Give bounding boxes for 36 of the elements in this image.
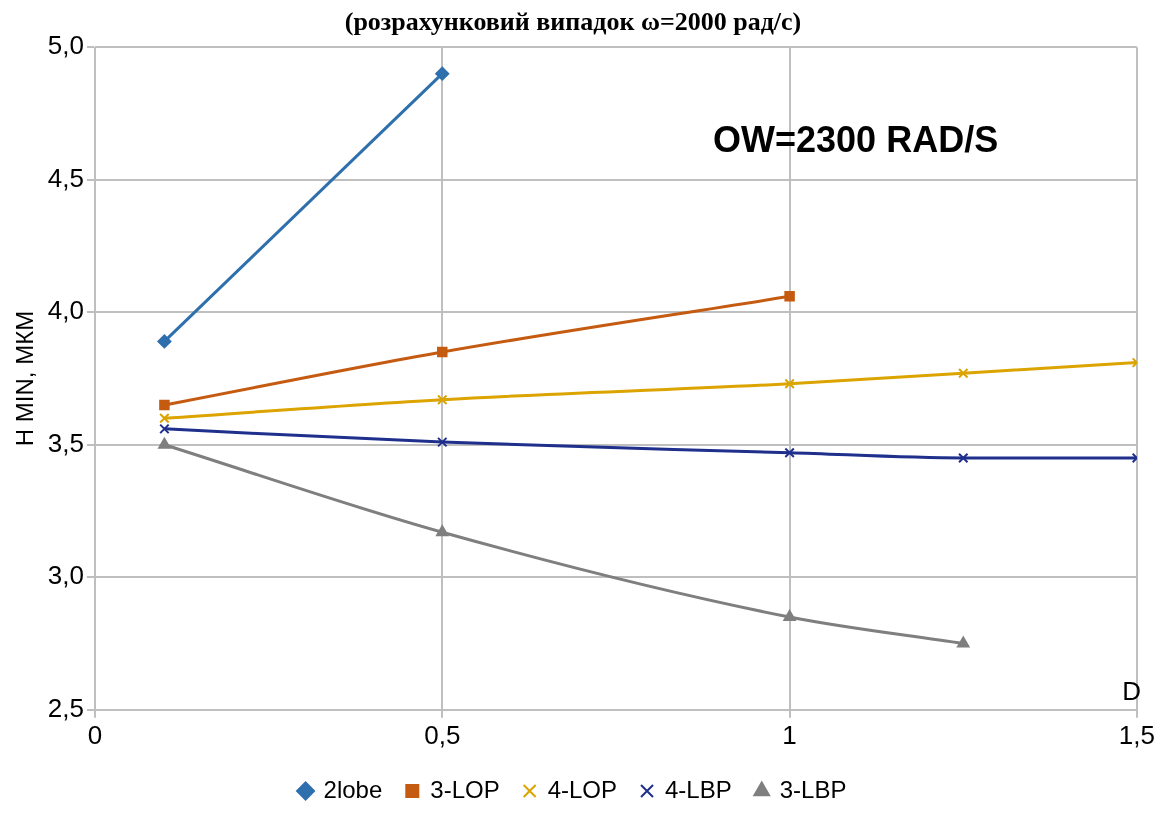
- point: [958, 452, 969, 464]
- y-tick-label: 4,0: [47, 295, 84, 326]
- point: [436, 525, 449, 537]
- point: [435, 66, 450, 81]
- legend-label: 4-LBP: [665, 775, 732, 803]
- point: [437, 346, 448, 358]
- point: [784, 378, 795, 390]
- x-axis-title: D: [1122, 675, 1141, 706]
- point: [437, 436, 448, 448]
- point: [783, 610, 796, 622]
- x-tick-label: 0: [87, 719, 103, 750]
- y-tick-label: 3,5: [47, 427, 84, 458]
- point: [957, 636, 970, 648]
- point: [159, 423, 170, 435]
- x-tick-label: 1,5: [1118, 719, 1156, 750]
- point: [958, 367, 969, 379]
- point: [159, 399, 170, 411]
- point: [437, 394, 448, 405]
- y-tick-label: 5,0: [47, 30, 84, 61]
- annotation: OW=2300 RAD/S: [713, 119, 999, 161]
- legend-label: 2lobe: [323, 775, 383, 803]
- point: [158, 437, 171, 449]
- y-tick-label: 4,5: [47, 162, 84, 193]
- point: [784, 291, 795, 302]
- point: [784, 447, 795, 458]
- y-tick-label: 2,5: [47, 692, 84, 723]
- legend-label: 4-LOP: [547, 775, 618, 803]
- point: [159, 413, 170, 424]
- chart-title: (розрахунковий випадок ω=2000 рад/с): [344, 7, 802, 37]
- point: [157, 334, 172, 349]
- x-tick-label: 0,5: [424, 719, 461, 750]
- y-tick-label: 3,0: [47, 560, 84, 591]
- legend-label: 3-LOP: [430, 775, 500, 803]
- y-axis-title: H MIN, МКМ: [11, 310, 39, 447]
- x-tick-label: 1: [782, 719, 797, 750]
- legend-label: 3-LBP: [779, 775, 847, 803]
